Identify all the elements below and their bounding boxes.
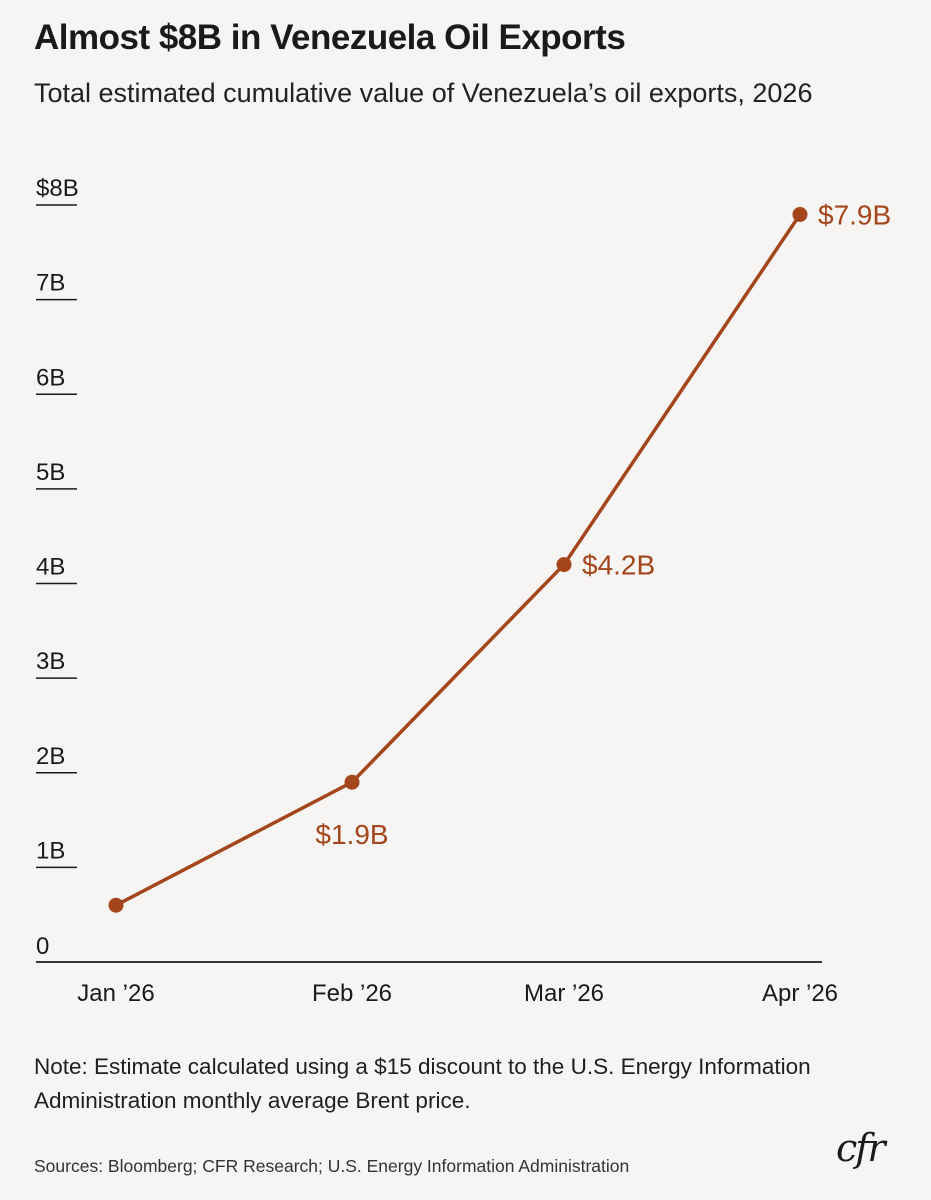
data-point [556,557,572,573]
data-label: $1.9B [315,819,388,850]
line-chart: 0 1B 2B 3B 4B 5B 6B 7B $8B Jan ’26 Feb ’26 Mar ’26 A… [36,175,891,1007]
y-tick-label: 5B [36,459,65,486]
y-tick-label: $8B [36,175,79,202]
data-point [344,774,360,790]
chart-sources: Sources: Bloomberg; CFR Research; U.S. E… [34,1156,630,1176]
cfr-logo: cfr [836,1126,885,1170]
y-tick-label: 0 [36,933,49,960]
y-tick-label: 6B [36,364,65,391]
chart-note: Note: Estimate calculated using a $15 di… [34,1054,811,1113]
data-point [792,206,808,222]
data-label: $4.2B [582,550,655,581]
chart-title: Almost $8B in Venezuela Oil Exports [34,18,626,57]
x-tick-label: Jan ’26 [77,980,154,1007]
y-tick-label: 2B [36,743,65,770]
x-tick-label: Feb ’26 [312,980,392,1007]
series-line [114,212,802,907]
y-tick-label: 4B [36,554,65,581]
y-tick-label: 7B [36,270,65,297]
data-label: $7.9B [818,199,891,230]
y-tick-label: 1B [36,837,65,864]
chart-subtitle: Total estimated cumulative value of Vene… [34,78,813,108]
data-point [108,897,124,913]
x-tick-label: Apr ’26 [762,980,838,1007]
x-tick-label: Mar ’26 [524,980,604,1007]
y-tick-label: 3B [36,648,65,675]
